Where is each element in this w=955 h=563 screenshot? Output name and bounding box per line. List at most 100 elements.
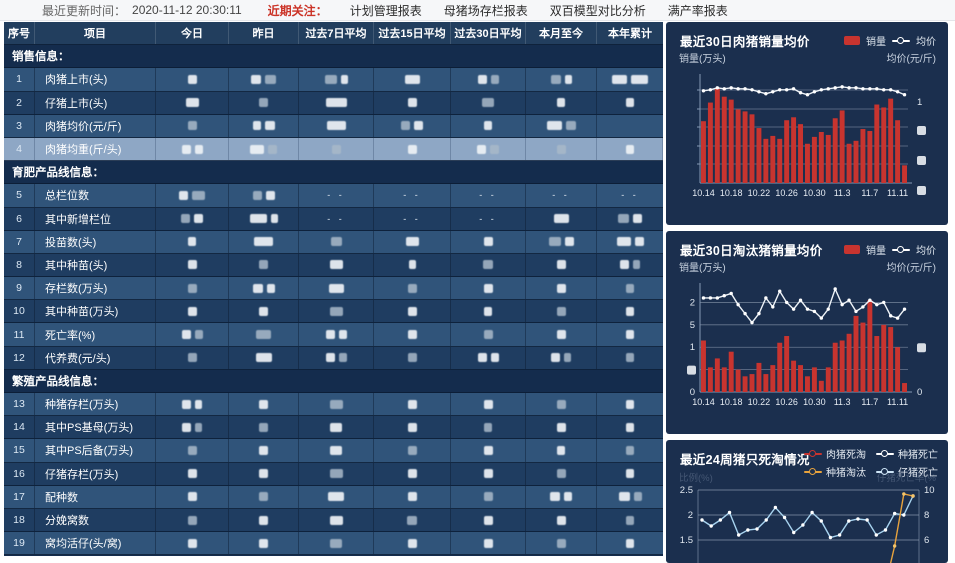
legend-sales-label[interactable]: 销量 bbox=[866, 246, 886, 257]
value-cell bbox=[451, 485, 526, 508]
redacted-value bbox=[255, 353, 272, 363]
row-number: 16 bbox=[4, 462, 35, 485]
table-row-6[interactable]: 6 其中新增栏位 - - - - - - bbox=[4, 207, 663, 231]
redacted-value bbox=[251, 74, 261, 84]
chart1-legend: 销量 均价 bbox=[844, 33, 936, 48]
table-row-18[interactable]: 18 分娩窝数 bbox=[4, 508, 663, 533]
table-row-7[interactable]: 7 投苗数(头) bbox=[4, 230, 663, 254]
redacted-value bbox=[325, 353, 335, 363]
redacted-value bbox=[187, 121, 197, 131]
svg-text:10.18: 10.18 bbox=[720, 188, 743, 198]
redacted-value bbox=[187, 283, 197, 293]
table-row-2[interactable]: 2 仔猪上市(头) bbox=[4, 91, 663, 115]
value-cell bbox=[374, 462, 451, 485]
value-cell bbox=[597, 68, 663, 90]
table-row-8[interactable]: 8 其中种苗(头) bbox=[4, 253, 663, 278]
table-row-16[interactable]: 16 仔猪存栏(万头) bbox=[4, 462, 663, 486]
header-30day-avg: 过去30日平均 bbox=[451, 22, 526, 45]
redacted-value bbox=[484, 422, 492, 432]
value-cell bbox=[597, 439, 663, 461]
svg-text:1: 1 bbox=[917, 97, 922, 108]
row-item-label: 分娩窝数 bbox=[35, 508, 156, 532]
redacted-value bbox=[268, 144, 277, 154]
bar-legend-swatch bbox=[844, 245, 860, 254]
menu-item-full-capacity-report[interactable]: 满产率报表 bbox=[667, 3, 728, 18]
row-item-label: 其中新增栏位 bbox=[35, 207, 156, 230]
table-row-19[interactable]: 19 窝均活仔(头/窝) bbox=[4, 532, 663, 556]
table-row-3[interactable]: 3 肉猪均价(元/斤) bbox=[4, 114, 663, 138]
value-cell bbox=[374, 68, 451, 91]
legend-avg-price-label[interactable]: 均价 bbox=[916, 37, 936, 48]
svg-text:11.11: 11.11 bbox=[887, 397, 908, 407]
header-today: 今日 bbox=[156, 22, 229, 45]
chart3-legend: 肉猪死淘 种猪死亡 种猪淘汰 仔猪死亡 bbox=[804, 446, 938, 479]
table-row-9[interactable]: 9 存栏数(万头) bbox=[4, 277, 663, 301]
header-yesterday: 昨日 bbox=[229, 22, 299, 45]
redacted-value bbox=[194, 330, 203, 340]
legend-item-piglet-death[interactable]: 仔猪死亡 bbox=[876, 464, 938, 479]
redacted-value bbox=[259, 445, 268, 455]
value-cell bbox=[374, 137, 451, 161]
menu-item-sow-inventory-report[interactable]: 母猪场存栏报表 bbox=[443, 3, 528, 18]
redacted-value bbox=[626, 538, 634, 548]
legend-avg-price-label[interactable]: 均价 bbox=[916, 246, 936, 257]
value-cell: - - bbox=[451, 207, 526, 230]
no-data-dashes: - - bbox=[403, 213, 421, 224]
table-row-4[interactable]: 4 肉猪均重(斤/头) bbox=[4, 137, 663, 162]
value-cell bbox=[156, 230, 229, 253]
value-cell bbox=[597, 463, 663, 485]
value-cell bbox=[597, 347, 663, 369]
table-row-12[interactable]: 12 代养费(元/头) bbox=[4, 346, 663, 370]
row-number: 19 bbox=[4, 532, 35, 555]
row-item-label: 肉猪均重(斤/头) bbox=[35, 137, 156, 161]
redacted-value bbox=[564, 74, 572, 84]
value-cell bbox=[299, 91, 374, 114]
chart3-y-right-label: 仔猪死亡率(% bbox=[876, 473, 936, 484]
redacted-value bbox=[618, 492, 630, 502]
table-row-15[interactable]: 15 其中PS后备(万头) bbox=[4, 439, 663, 463]
table-row-10[interactable]: 10 其中种苗(万头) bbox=[4, 300, 663, 324]
table-row-13[interactable]: 13 种猪存栏(万头) bbox=[4, 393, 663, 417]
no-data-dashes: - - bbox=[621, 190, 639, 201]
value-cell: - - bbox=[299, 184, 374, 207]
legend-item-breeder-death[interactable]: 种猪死亡 bbox=[876, 446, 938, 461]
table-header-row: 序号 项目 今日 昨日 过去7日平均 过去15日平均 过去30日平均 本月至今 … bbox=[4, 22, 663, 46]
row-item-label: 存栏数(万头) bbox=[35, 277, 156, 300]
value-cell: - - bbox=[451, 184, 526, 207]
menu-item-model-compare[interactable]: 双百模型对比分析 bbox=[549, 3, 646, 18]
value-cell bbox=[374, 485, 451, 508]
value-cell bbox=[229, 346, 299, 369]
legend-item-pig-death-cull[interactable]: 肉猪死淘 bbox=[804, 446, 866, 461]
redacted-value bbox=[187, 445, 197, 455]
menu-item-plan-report[interactable]: 计划管理报表 bbox=[349, 3, 422, 18]
legend-item-breeder-cull[interactable]: 种猪淘汰 bbox=[804, 464, 866, 479]
redacted-value bbox=[256, 330, 271, 340]
value-cell bbox=[229, 485, 299, 508]
redacted-value bbox=[626, 306, 634, 316]
redacted-value bbox=[482, 98, 494, 108]
svg-text:2: 2 bbox=[690, 297, 695, 308]
value-cell bbox=[526, 462, 597, 485]
svg-text:0: 0 bbox=[917, 387, 922, 398]
redacted-value bbox=[477, 144, 486, 154]
table-row-1[interactable]: 1 肉猪上市(头) bbox=[4, 68, 663, 92]
value-cell bbox=[526, 114, 597, 137]
value-cell bbox=[229, 114, 299, 137]
redacted-value bbox=[556, 283, 566, 293]
redacted-value bbox=[329, 469, 343, 479]
table-row-11[interactable]: 11 死亡率(%) bbox=[4, 323, 663, 347]
table-row-5[interactable]: 5 总栏位数 - - - - - - - - - - bbox=[4, 184, 663, 208]
legend-sales-label[interactable]: 销量 bbox=[866, 37, 886, 48]
value-cell bbox=[229, 439, 299, 462]
svg-text:11.7: 11.7 bbox=[861, 397, 878, 407]
table-row-17[interactable]: 17 配种数 bbox=[4, 485, 663, 509]
value-cell bbox=[229, 300, 299, 323]
row-item-label: 种猪存栏(万头) bbox=[35, 393, 156, 416]
value-cell bbox=[597, 486, 663, 508]
table-row-14[interactable]: 14 其中PS基母(万头) bbox=[4, 416, 663, 440]
redacted-value bbox=[187, 538, 197, 548]
row-number: 14 bbox=[4, 416, 35, 439]
value-cell bbox=[526, 253, 597, 277]
redacted-value bbox=[618, 214, 629, 224]
